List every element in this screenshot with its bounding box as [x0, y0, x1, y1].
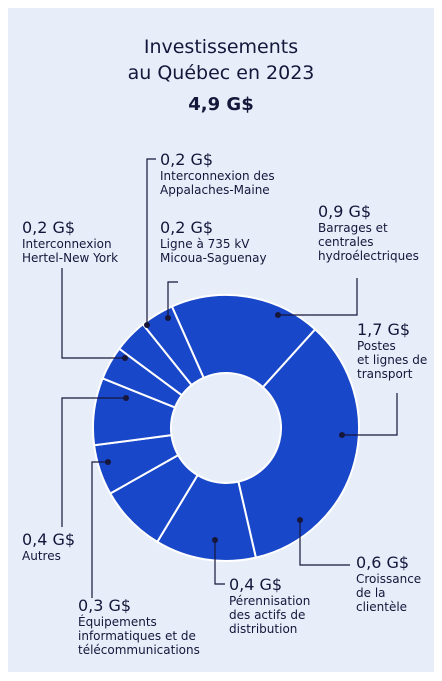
category-label: Postes et lignes de transport	[357, 339, 428, 381]
value-label: 0,2 G$	[22, 218, 76, 237]
value-label: 0,4 G$	[22, 530, 76, 549]
value-label: 0,2 G$	[160, 218, 214, 237]
value-label: 0,6 G$	[356, 553, 410, 572]
category-label: Interconnexion Hertel-New York	[22, 237, 119, 265]
value-label: 0,4 G$	[229, 575, 283, 594]
leader-line	[61, 397, 126, 527]
value-label: 0,9 G$	[318, 202, 372, 221]
leader-dot	[275, 312, 281, 318]
leader-dot	[144, 322, 150, 328]
leader-dot	[122, 355, 128, 361]
category-label: Pérennisation des actifs de distribution	[229, 594, 311, 636]
category-label: Autres	[22, 549, 61, 563]
category-label: Ligne à 735 kV Micoua-Saguenay	[160, 237, 267, 265]
chart-title: Investissements au Québec en 2023	[127, 36, 315, 84]
category-label: Équipements informatiques et de télécomm…	[78, 615, 200, 657]
donut-segment	[141, 305, 205, 387]
donut-segment	[237, 327, 360, 559]
leader-dot	[165, 315, 171, 321]
category-label: Croissance de la clientèle	[356, 572, 422, 614]
leader-dot	[105, 459, 111, 465]
leader-dot	[339, 432, 345, 438]
leader-line	[91, 461, 108, 598]
leader-line	[278, 278, 358, 316]
category-label: Barrages et centrales hydroélectriques	[318, 221, 419, 263]
leader-line	[299, 520, 350, 566]
leader-dot	[297, 517, 303, 523]
leader-line	[342, 393, 398, 436]
leader-dot	[212, 537, 218, 543]
leader-line	[167, 281, 178, 318]
leader-line	[146, 158, 156, 325]
donut-segment	[170, 294, 317, 389]
leader-dot	[123, 395, 129, 401]
value-label: 0,3 G$	[78, 596, 132, 615]
category-label: Interconnexion des Appalaches-Maine	[160, 169, 275, 197]
value-label: 0,2 G$	[160, 150, 214, 169]
leader-line	[61, 268, 125, 359]
leader-line	[214, 540, 225, 585]
value-label: 1,7 G$	[357, 320, 411, 339]
total-label: 4,9 G$	[188, 94, 254, 115]
